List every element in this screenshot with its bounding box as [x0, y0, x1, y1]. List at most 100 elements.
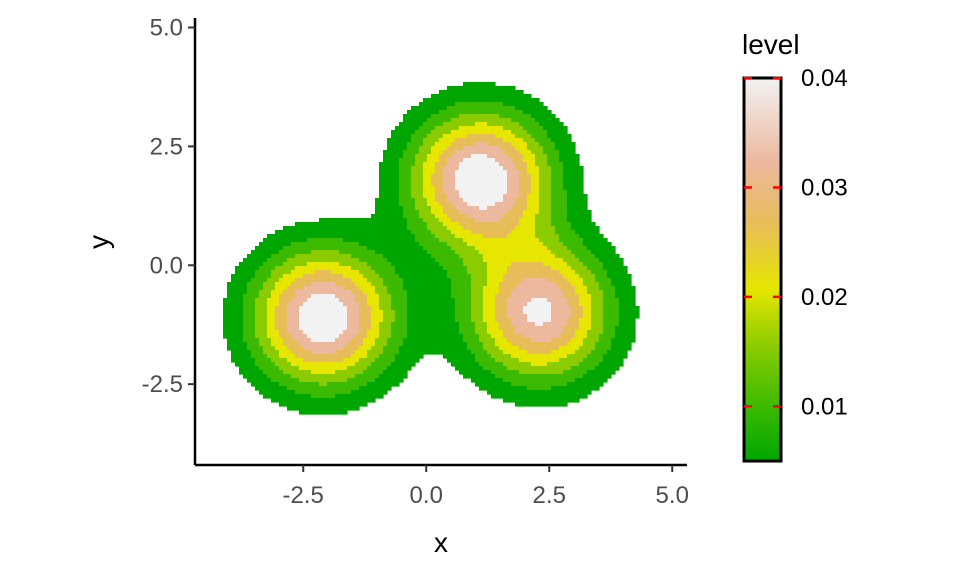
- contour-cell: [495, 382, 500, 387]
- contour-cell: [407, 258, 412, 263]
- contour-cell: [487, 386, 492, 391]
- contour-cell: [251, 294, 256, 299]
- contour-cell: [307, 326, 312, 331]
- contour-cell: [351, 330, 356, 335]
- contour-cell: [443, 230, 448, 235]
- contour-cell: [419, 142, 424, 147]
- contour-cell: [251, 282, 256, 287]
- contour-cell: [463, 134, 468, 139]
- contour-cell: [291, 378, 296, 383]
- contour-cell: [363, 322, 368, 327]
- contour-cell: [275, 230, 280, 235]
- contour-cell: [487, 170, 492, 175]
- contour-cell: [403, 202, 408, 207]
- contour-cell: [519, 346, 524, 351]
- contour-cell: [395, 358, 400, 363]
- contour-cell: [515, 350, 520, 355]
- contour-cell: [447, 250, 452, 255]
- contour-cell: [451, 194, 456, 199]
- contour-cell: [435, 234, 440, 239]
- contour-cell: [483, 186, 488, 191]
- contour-cell: [351, 406, 356, 411]
- contour-cell: [431, 150, 436, 155]
- contour-cell: [235, 282, 240, 287]
- contour-cell: [291, 362, 296, 367]
- contour-cell: [555, 326, 560, 331]
- contour-cell: [447, 210, 452, 215]
- contour-cell: [491, 142, 496, 147]
- contour-cell: [499, 122, 504, 127]
- contour-cell: [411, 290, 416, 295]
- contour-cell: [483, 330, 488, 335]
- contour-cell: [463, 266, 468, 271]
- contour-cell: [519, 122, 524, 127]
- contour-cell: [439, 222, 444, 227]
- contour-cell: [559, 242, 564, 247]
- contour-cell: [491, 130, 496, 135]
- contour-cell: [499, 310, 504, 315]
- contour-cell: [483, 222, 488, 227]
- contour-cell: [567, 162, 572, 167]
- contour-cell: [555, 166, 560, 171]
- contour-cell: [291, 318, 296, 323]
- contour-cell: [403, 234, 408, 239]
- contour-cell: [507, 374, 512, 379]
- contour-cell: [491, 82, 496, 87]
- contour-cell: [311, 350, 316, 355]
- contour-cell: [491, 186, 496, 191]
- contour-cell: [235, 278, 240, 283]
- contour-cell: [243, 354, 248, 359]
- contour-cell: [491, 106, 496, 111]
- contour-cell: [375, 234, 380, 239]
- contour-cell: [263, 330, 268, 335]
- contour-cell: [331, 350, 336, 355]
- contour-cell: [315, 354, 320, 359]
- contour-cell: [279, 402, 284, 407]
- contour-cell: [563, 322, 568, 327]
- contour-cell: [427, 182, 432, 187]
- contour-cell: [467, 314, 472, 319]
- contour-cell: [559, 362, 564, 367]
- contour-cell: [487, 302, 492, 307]
- contour-cell: [303, 314, 308, 319]
- contour-cell: [483, 378, 488, 383]
- contour-cell: [391, 138, 396, 143]
- contour-cell: [427, 350, 432, 355]
- contour-cell: [323, 230, 328, 235]
- contour-cell: [475, 354, 480, 359]
- contour-cell: [411, 254, 416, 259]
- contour-cell: [271, 310, 276, 315]
- contour-cell: [423, 338, 428, 343]
- contour-cell: [551, 206, 556, 211]
- contour-cell: [535, 154, 540, 159]
- contour-cell: [415, 242, 420, 247]
- contour-cell: [415, 174, 420, 179]
- contour-cell: [299, 374, 304, 379]
- contour-cell: [255, 310, 260, 315]
- contour-cell: [503, 134, 508, 139]
- contour-cell: [423, 170, 428, 175]
- contour-cell: [311, 294, 316, 299]
- contour-cell: [263, 302, 268, 307]
- contour-cell: [259, 362, 264, 367]
- contour-cell: [367, 358, 372, 363]
- contour-cell: [439, 282, 444, 287]
- contour-cell: [539, 266, 544, 271]
- contour-cell: [343, 306, 348, 311]
- contour-cell: [323, 298, 328, 303]
- contour-cell: [519, 290, 524, 295]
- contour-cell: [335, 274, 340, 279]
- contour-cell: [375, 346, 380, 351]
- contour-cell: [455, 118, 460, 123]
- contour-cell: [327, 234, 332, 239]
- contour-cell: [335, 398, 340, 403]
- contour-cell: [519, 366, 524, 371]
- contour-cell: [331, 398, 336, 403]
- contour-cell: [511, 358, 516, 363]
- contour-cell: [323, 362, 328, 367]
- contour-cell: [475, 306, 480, 311]
- contour-cell: [239, 342, 244, 347]
- contour-cell: [271, 274, 276, 279]
- contour-cell: [303, 310, 308, 315]
- contour-cell: [363, 394, 368, 399]
